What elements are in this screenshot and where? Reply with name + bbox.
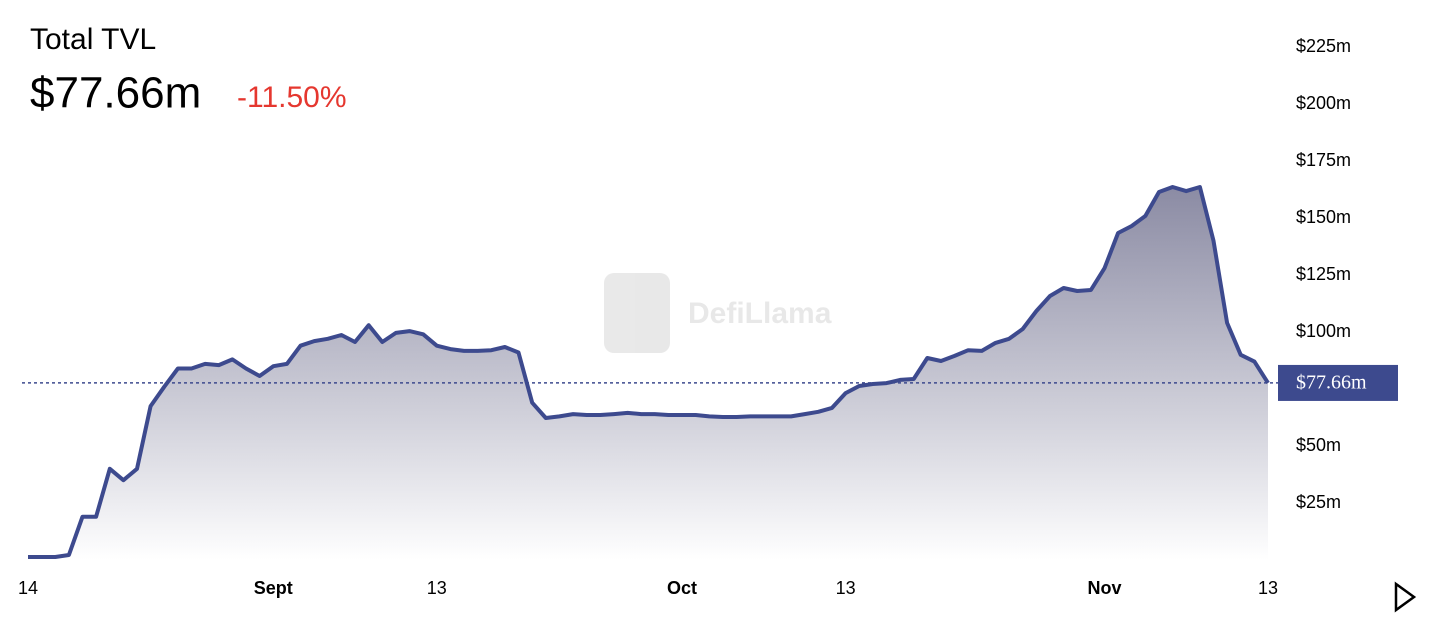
x-tick-label: 13 — [427, 578, 447, 598]
y-tick-label: $100m — [1296, 321, 1351, 341]
play-button[interactable] — [1394, 581, 1417, 613]
y-tick-label: $150m — [1296, 207, 1351, 227]
current-badge — [1278, 364, 1398, 401]
y-tick-label: $125m — [1296, 264, 1351, 284]
x-tick-label: 13 — [1258, 578, 1278, 598]
y-tick-label: $50m — [1296, 435, 1341, 455]
y-tick-label: $175m — [1296, 150, 1351, 170]
x-tick-label: Sept — [254, 578, 293, 598]
current-badge-label: $77.66m — [1296, 372, 1367, 394]
watermark-text: DefiLlama — [688, 297, 832, 330]
change: -11.50% — [237, 81, 347, 114]
chart-title: Total TVL — [30, 23, 156, 56]
current-value: $77.66m — [30, 69, 201, 118]
watermark-logo — [604, 273, 670, 353]
y-tick-label: $200m — [1296, 93, 1351, 113]
watermark: DefiLlama — [604, 273, 832, 353]
y-tick-label: $225m — [1296, 36, 1351, 56]
area — [28, 187, 1268, 560]
line — [28, 185, 1270, 559]
x-tick-label: Nov — [1087, 578, 1121, 598]
x-tick-label: Oct — [667, 578, 697, 598]
x-tick-label: 13 — [836, 578, 856, 598]
x-tick-label: 14 — [18, 578, 38, 598]
y-tick-label: $25m — [1296, 492, 1341, 512]
